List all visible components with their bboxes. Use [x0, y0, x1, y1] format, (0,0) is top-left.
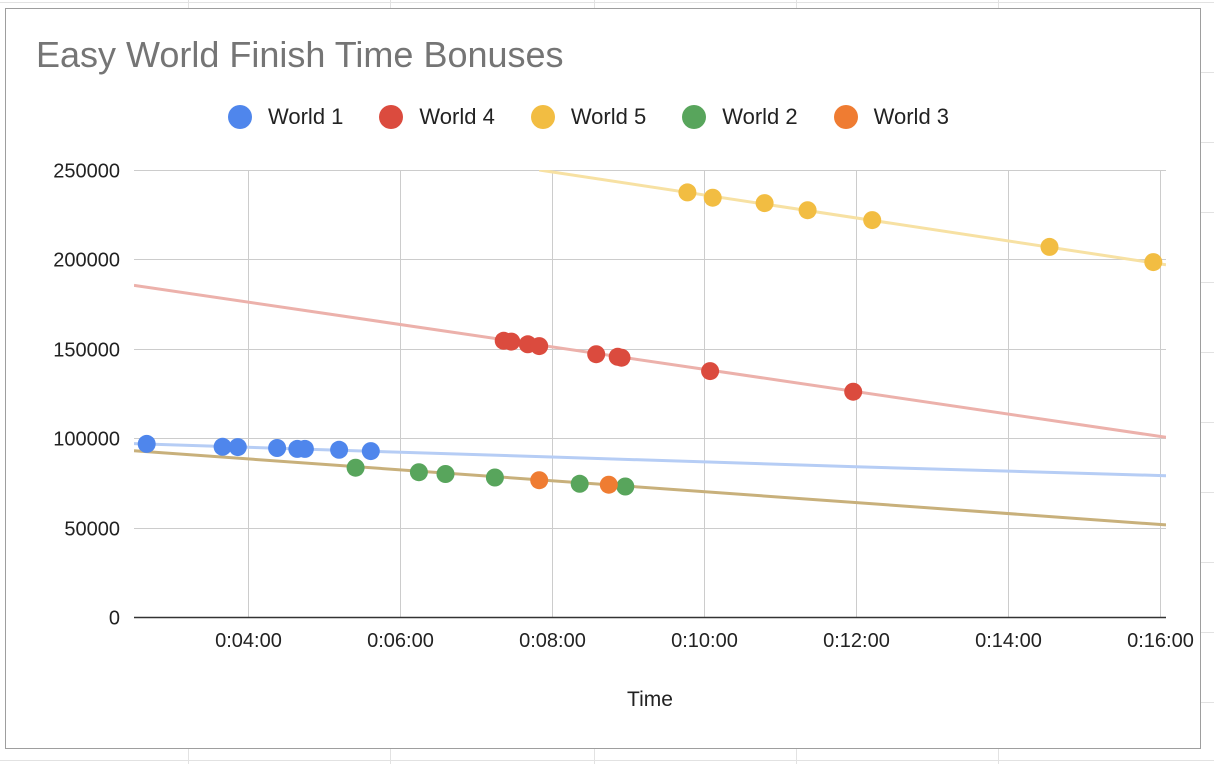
x-axis-title: Time: [627, 688, 673, 711]
data-point-world-4: [530, 337, 549, 356]
trendlines: [134, 170, 1166, 527]
data-point-world-1: [268, 439, 287, 457]
y-tick-label: 150000: [53, 340, 120, 362]
data-point-world-2: [570, 474, 589, 493]
legend-swatch: [228, 105, 252, 129]
data-point-world-3: [530, 471, 549, 490]
data-points: [137, 183, 1163, 496]
y-tick-label: 50000: [64, 519, 120, 541]
legend-swatch: [682, 105, 707, 129]
legend-label: World 1: [268, 104, 344, 129]
legend-item-world-5[interactable]: World 5: [530, 104, 647, 130]
x-tick-label: 0:16:00: [1127, 630, 1194, 652]
tick-labels: 0 50000 100000 150000 200000 250000 0:04:00 0:0…: [53, 161, 1194, 653]
data-point-world-5: [798, 201, 817, 220]
trendline-world-1: [134, 442, 1166, 478]
y-tick-label: 0: [109, 608, 120, 630]
legend-label: World 2: [722, 104, 798, 129]
gridlines: [134, 170, 1166, 617]
legend-label: World 5: [570, 104, 647, 129]
data-point-world-5: [703, 188, 722, 207]
x-tick-label: 0:04:00: [215, 630, 282, 652]
chart-legend: World 1 World 4 World 5 World 2 World 3: [228, 104, 985, 130]
legend-item-world-3[interactable]: World 3: [833, 104, 950, 130]
data-point-world-2: [436, 465, 455, 483]
data-point-world-4: [701, 362, 720, 381]
legend-swatch: [379, 105, 404, 129]
data-point-world-5: [1040, 237, 1059, 256]
legend-item-world-2[interactable]: World 2: [682, 104, 798, 130]
data-point-world-1: [295, 439, 314, 458]
chart-title: Easy World Finish Time Bonuses: [36, 34, 564, 75]
x-tick-label: 0:10:00: [671, 630, 738, 652]
data-point-world-2: [616, 477, 635, 496]
data-point-world-5: [755, 194, 774, 213]
legend-label: World 3: [873, 104, 950, 129]
legend-label: World 4: [419, 104, 495, 129]
x-tick-label: 0:06:00: [367, 630, 434, 652]
data-point-world-1: [361, 442, 380, 461]
data-point-world-5: [678, 183, 697, 202]
y-tick-label: 100000: [53, 429, 120, 451]
data-point-world-1: [213, 437, 232, 456]
data-point-world-4: [587, 345, 606, 364]
data-point-world-4: [612, 348, 631, 367]
legend-item-world-1[interactable]: World 1: [228, 104, 343, 130]
data-point-world-4: [502, 332, 521, 351]
legend-swatch: [833, 105, 858, 129]
x-tick-label: 0:14:00: [975, 630, 1042, 652]
data-point-world-2: [346, 458, 365, 477]
trendline-world-2: [134, 449, 1166, 527]
data-point-world-2: [409, 463, 428, 482]
data-point-world-5: [1144, 253, 1163, 272]
data-point-world-5: [863, 211, 882, 230]
data-point-world-1: [330, 440, 349, 459]
data-point-world-4: [844, 382, 863, 401]
trendline-world-4: [134, 283, 1166, 439]
x-tick-label: 0:12:00: [823, 630, 890, 652]
data-point-world-3: [599, 475, 618, 494]
legend-swatch: [530, 105, 555, 129]
y-tick-label: 250000: [53, 161, 120, 183]
trendline-world-5: [538, 170, 1166, 267]
data-point-world-2: [485, 468, 504, 487]
data-point-world-1: [137, 434, 156, 453]
x-tick-label: 0:08:00: [519, 630, 586, 652]
legend-item-world-4[interactable]: World 4: [379, 104, 495, 130]
data-point-world-1: [228, 438, 247, 457]
chart-frame[interactable]: [5, 8, 1201, 749]
y-tick-label: 200000: [53, 250, 120, 272]
